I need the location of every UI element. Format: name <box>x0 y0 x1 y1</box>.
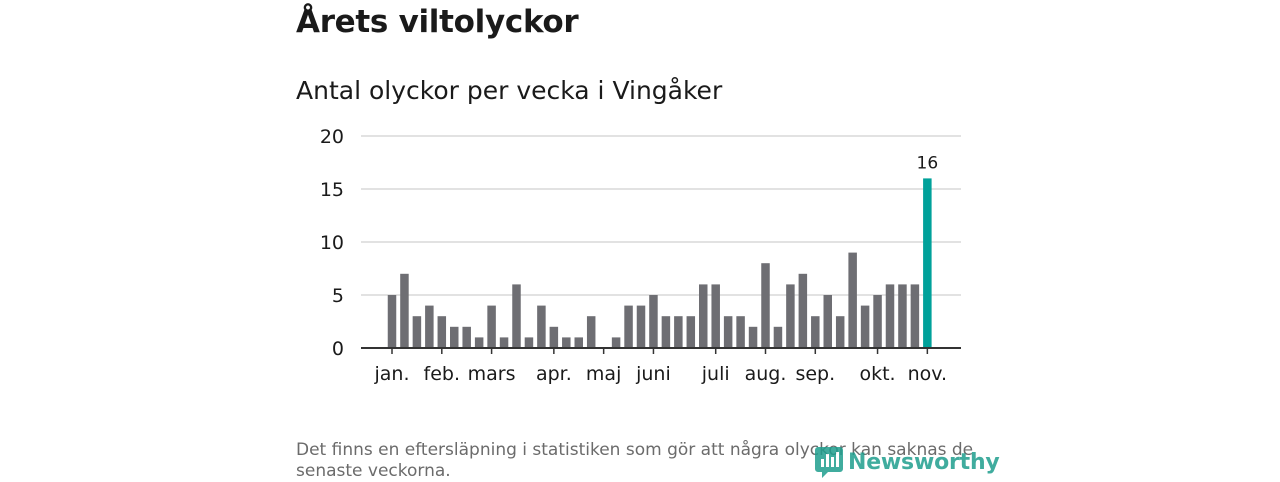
y-tick-label: 10 <box>320 232 344 254</box>
footnote: Det finns en eftersläpning i statistiken… <box>296 440 974 481</box>
x-tick-label: maj <box>586 363 621 385</box>
x-tick-label: feb. <box>424 363 460 385</box>
x-tick-label: nov. <box>908 363 947 385</box>
bar <box>450 326 459 348</box>
bar <box>761 263 770 348</box>
bar <box>773 326 783 348</box>
bar <box>512 284 521 348</box>
bar <box>723 316 733 348</box>
bar-chart: 0 5 10 15 20 jan. feb. mars apr. maj juni juli aug.… <box>320 126 961 385</box>
bar <box>848 252 857 348</box>
data-label: 16 <box>917 153 939 173</box>
bar-highlight <box>923 178 932 348</box>
x-tick-label: jan. <box>373 363 409 385</box>
bar <box>487 305 496 348</box>
y-axis-ticks: 0 5 10 15 20 <box>320 126 344 360</box>
bar <box>400 273 409 348</box>
x-tick-label: okt. <box>859 363 895 385</box>
bar <box>649 295 658 348</box>
chart-title: Antal olyckor per vecka i Vingåker <box>296 76 723 105</box>
x-tick-label: sep. <box>795 363 835 385</box>
bar <box>910 284 920 348</box>
bar <box>674 316 683 348</box>
bar <box>499 337 509 348</box>
x-tick-label: juli <box>701 363 730 385</box>
bar <box>798 273 808 348</box>
bar <box>574 337 583 348</box>
bar <box>873 295 882 348</box>
bar <box>462 326 471 348</box>
bar <box>636 305 646 348</box>
bars <box>387 178 932 348</box>
gridlines <box>361 135 961 296</box>
bar <box>885 284 895 348</box>
bar <box>624 305 633 348</box>
bar <box>537 305 546 348</box>
bar <box>474 337 484 348</box>
bar <box>699 284 708 348</box>
bar <box>898 284 907 348</box>
bar <box>686 316 696 348</box>
x-tick-label: aug. <box>745 363 787 385</box>
bar <box>437 316 447 348</box>
bar <box>860 305 870 348</box>
bar <box>586 316 596 348</box>
bar <box>823 295 832 348</box>
bar <box>412 316 422 348</box>
y-tick-label: 20 <box>320 126 344 148</box>
brand-name: Newsworthy <box>848 449 1000 475</box>
bar <box>562 337 571 348</box>
bar <box>549 326 559 348</box>
y-tick-label: 0 <box>332 338 344 360</box>
brand-logo: Newsworthy <box>814 445 1000 479</box>
bar <box>524 337 534 348</box>
bar <box>835 316 845 348</box>
x-tick-label: mars <box>468 363 516 385</box>
newsworthy-logo-icon <box>815 447 843 478</box>
bar <box>748 326 758 348</box>
bar <box>711 284 720 348</box>
page-title: Årets viltolyckor <box>296 4 579 40</box>
bar <box>387 295 397 348</box>
y-tick-label: 5 <box>332 285 344 307</box>
bar <box>811 316 820 348</box>
data-labels: 16 <box>917 153 939 173</box>
bar <box>611 337 621 348</box>
x-tick-label: juni <box>635 363 671 385</box>
bar <box>425 305 434 348</box>
x-tick-label: apr. <box>536 363 572 385</box>
bar <box>786 284 795 348</box>
bar <box>736 316 745 348</box>
x-axis-ticks: jan. feb. mars apr. maj juni juli aug. sep. okt. n… <box>373 348 947 385</box>
y-tick-label: 15 <box>320 179 344 201</box>
bar <box>661 316 671 348</box>
